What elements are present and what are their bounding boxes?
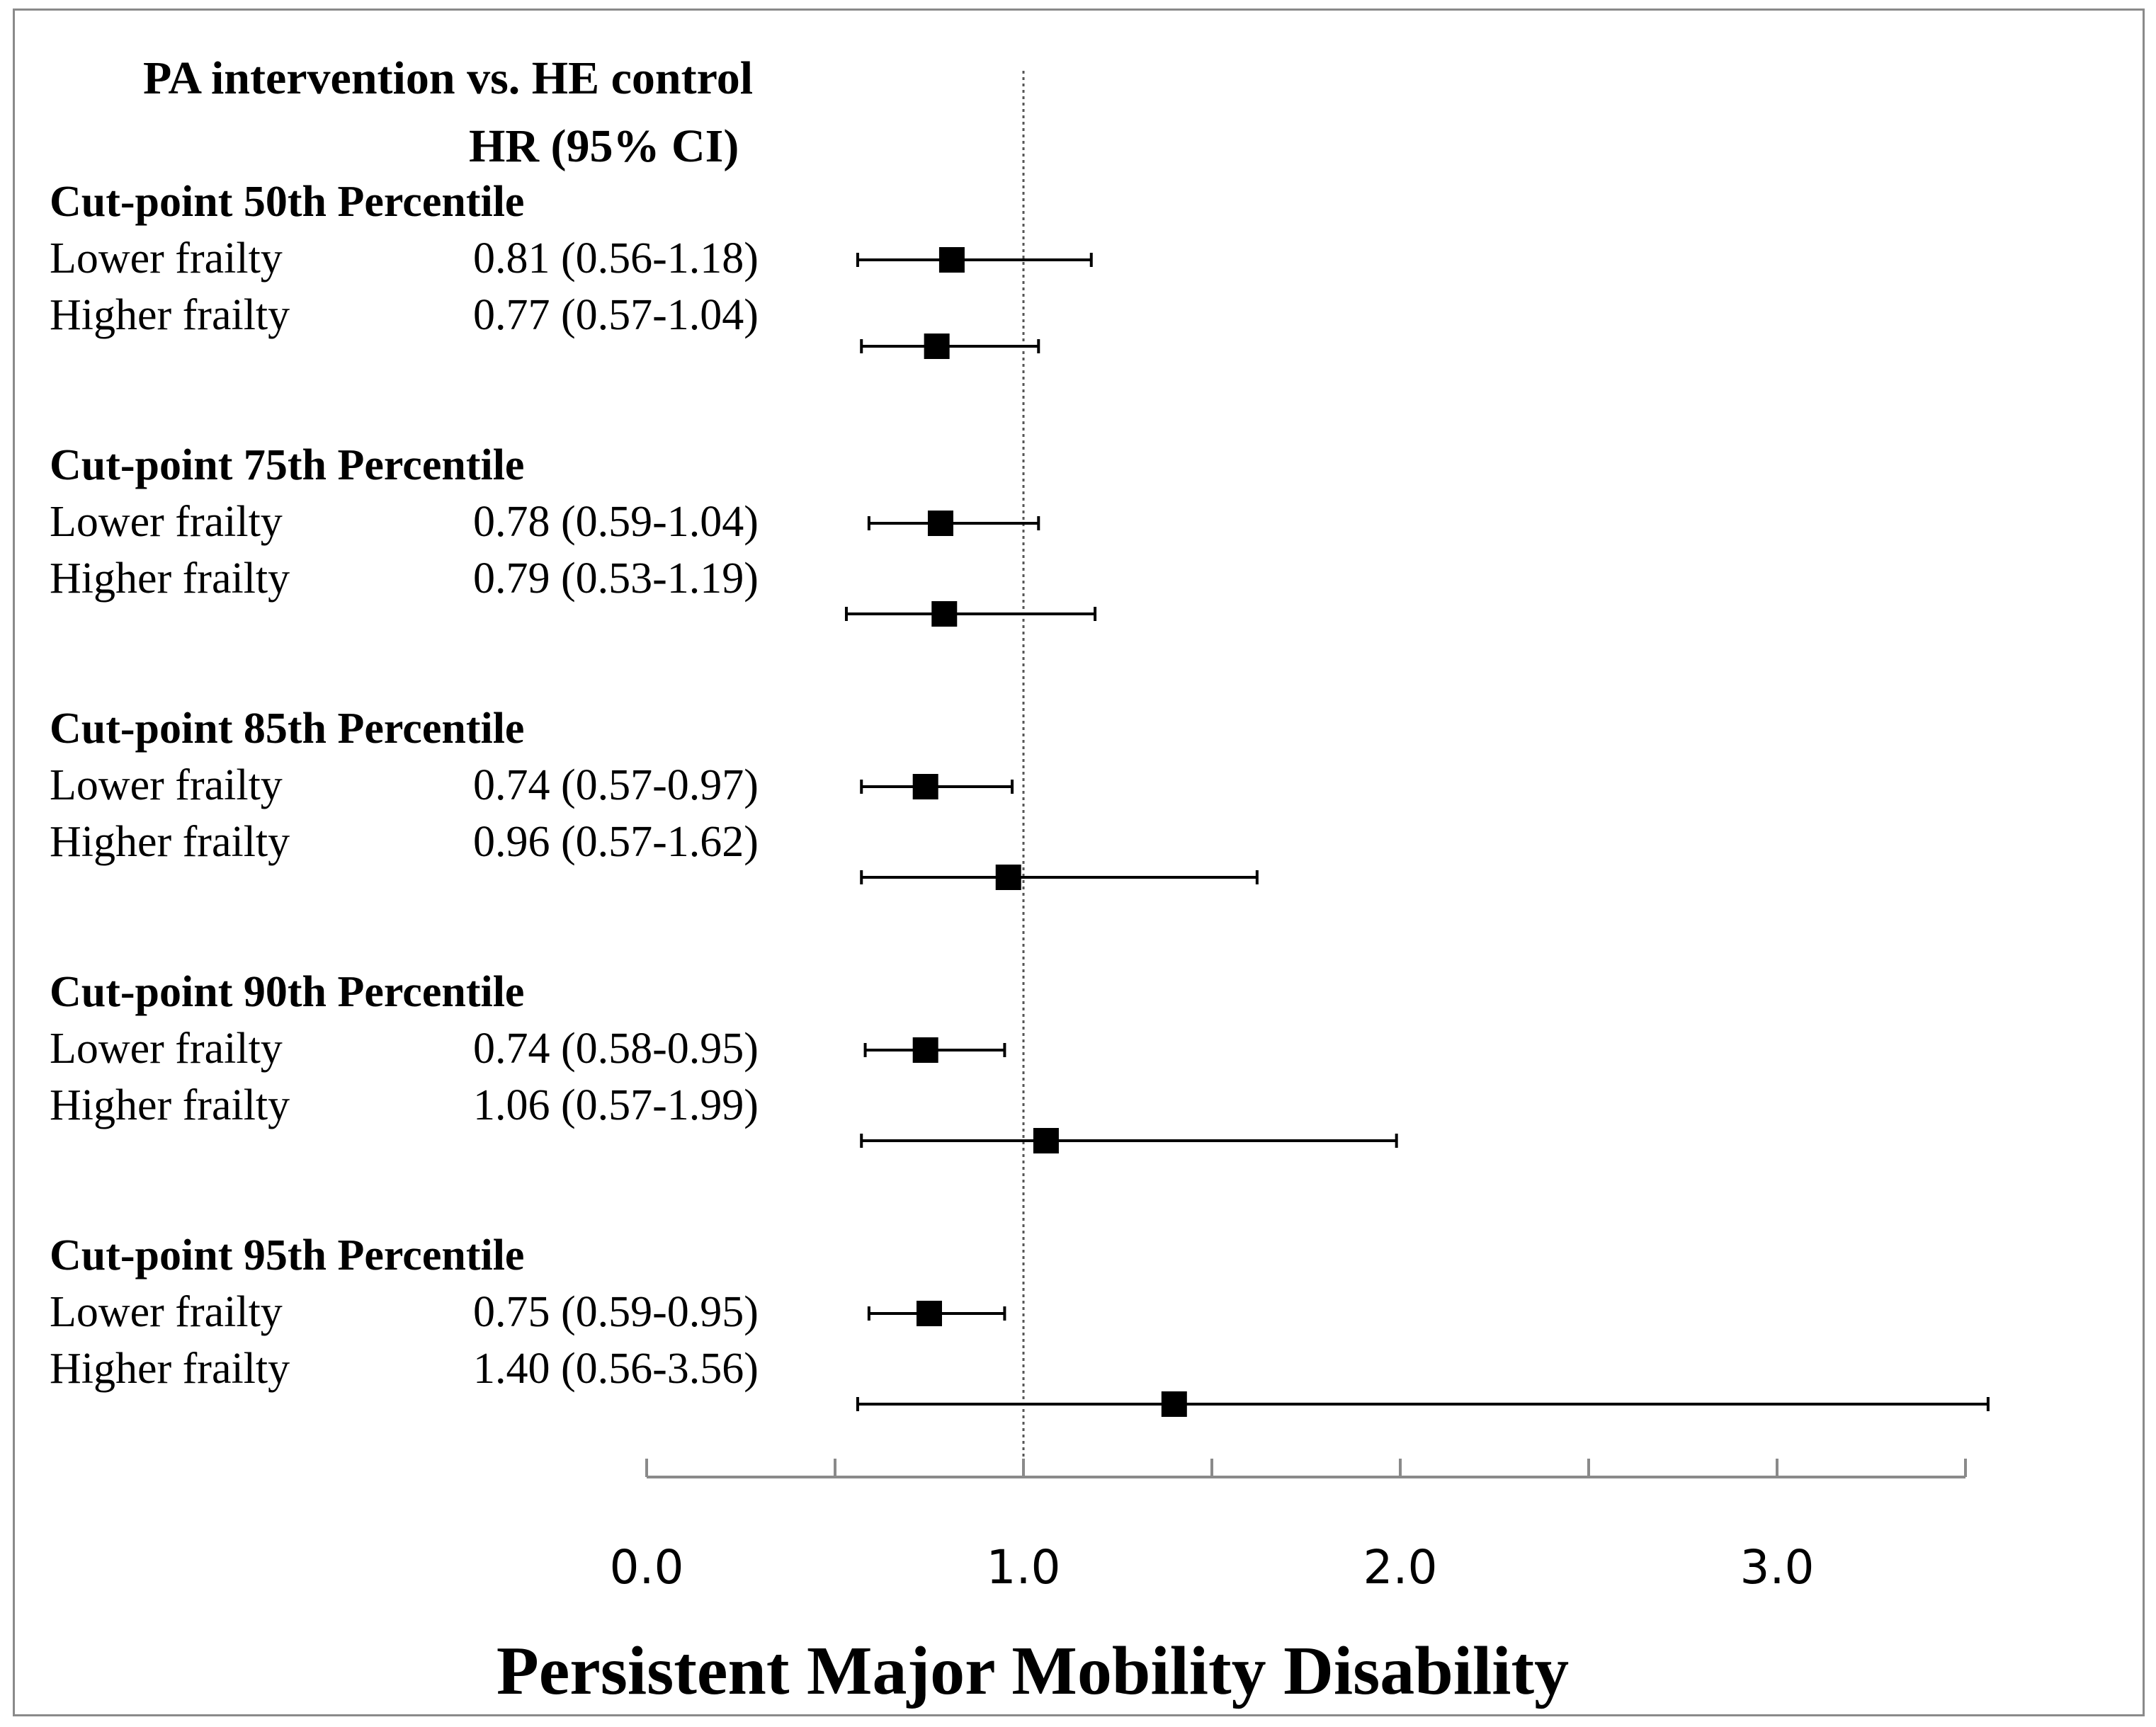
- row-estimate: 0.74 (0.58-0.95): [473, 1025, 759, 1073]
- row-estimate: 0.96 (0.57-1.62): [473, 818, 759, 866]
- marks-layer: [844, 71, 1990, 1477]
- point-estimate-marker: [917, 1301, 942, 1326]
- row-label: Lower frailty: [50, 1288, 283, 1336]
- row-label: Higher frailty: [50, 1081, 290, 1129]
- row-label: Higher frailty: [50, 554, 290, 603]
- row-label: Lower frailty: [50, 1025, 283, 1073]
- point-estimate-marker: [912, 1037, 938, 1063]
- row-estimate: 1.40 (0.56-3.56): [473, 1345, 759, 1393]
- point-estimate-marker: [912, 774, 938, 799]
- row-label: Lower frailty: [50, 761, 283, 809]
- estimate-column-header: HR (95% CI): [469, 120, 739, 172]
- point-estimate-marker: [995, 865, 1021, 890]
- row-label: Higher frailty: [50, 818, 290, 866]
- group-label: Cut-point 95th Percentile: [50, 1231, 524, 1279]
- x-axis-title: Persistent Major Mobility Disability: [497, 1633, 1569, 1709]
- chart-title: PA intervention vs. HE control: [143, 52, 753, 104]
- point-estimate-marker: [1161, 1391, 1187, 1417]
- point-estimate-marker: [931, 601, 958, 627]
- x-tick-label: 2.0: [1363, 1540, 1438, 1595]
- row-estimate: 0.78 (0.59-1.04): [473, 498, 759, 546]
- rows-layer: Cut-point 50th Percentile Lower frailty 0.…: [50, 178, 759, 1393]
- point-estimate-marker: [924, 334, 950, 359]
- row-label: Higher frailty: [50, 1345, 290, 1393]
- group-label: Cut-point 50th Percentile: [50, 178, 524, 226]
- figure-frame: [13, 8, 2145, 1716]
- row-label: Lower frailty: [50, 498, 283, 546]
- x-tick-label: 0.0: [610, 1540, 684, 1595]
- row-estimate: 0.74 (0.57-0.97): [473, 761, 759, 809]
- row-label: Lower frailty: [50, 234, 283, 283]
- row-estimate: 0.77 (0.57-1.04): [473, 291, 759, 339]
- point-estimate-marker: [938, 247, 965, 273]
- row-estimate: 0.79 (0.53-1.19): [473, 554, 759, 603]
- row-estimate: 1.06 (0.57-1.99): [473, 1081, 759, 1129]
- row-estimate: 0.75 (0.59-0.95): [473, 1288, 759, 1336]
- point-estimate-marker: [1033, 1128, 1059, 1153]
- row-estimate: 0.81 (0.56-1.18): [473, 234, 759, 283]
- group-label: Cut-point 85th Percentile: [50, 705, 524, 753]
- x-tick-label: 3.0: [1740, 1540, 1815, 1595]
- row-label: Higher frailty: [50, 291, 290, 339]
- group-label: Cut-point 75th Percentile: [50, 441, 524, 489]
- point-estimate-marker: [927, 511, 953, 536]
- x-axis: 0.0 1.0 2.0 3.0: [610, 1459, 1967, 1595]
- x-tick-label: 1.0: [987, 1540, 1061, 1595]
- group-label: Cut-point 90th Percentile: [50, 968, 524, 1016]
